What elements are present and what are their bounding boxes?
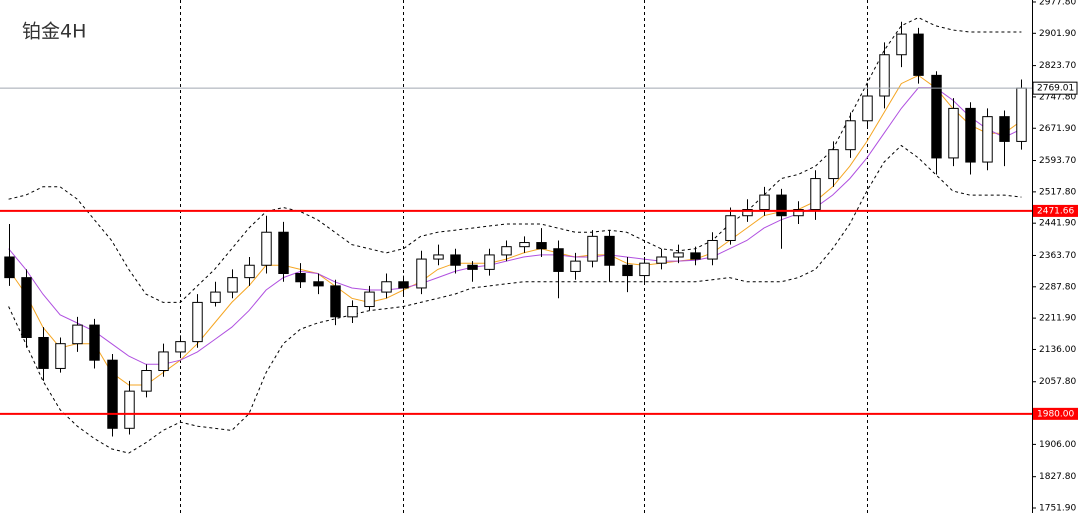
candle-body [776, 194, 787, 217]
candle-body [124, 390, 135, 429]
level-label-box [1033, 204, 1078, 217]
candle-body [553, 248, 564, 272]
candle-body [690, 252, 701, 260]
candle-body [38, 336, 49, 369]
y-tick-label: 2517.80 [1039, 187, 1076, 197]
candle-body [931, 74, 942, 159]
y-tick-label: 2136.00 [1039, 345, 1076, 355]
y-tick-label: 2823.70 [1039, 61, 1076, 71]
candle-body [999, 116, 1010, 142]
candle-body [965, 107, 976, 163]
candle-body [587, 235, 598, 262]
candle-body [21, 277, 32, 338]
candle-body [158, 351, 169, 372]
candle-body [604, 235, 615, 266]
candle-body [896, 33, 907, 56]
candle-body [845, 120, 856, 151]
candle-body [175, 341, 186, 353]
candle-body [519, 242, 530, 248]
candle-body [862, 95, 873, 122]
candle-body [347, 306, 358, 318]
level-label-box [1033, 407, 1078, 420]
y-tick-label: 2211.90 [1039, 314, 1076, 324]
candle-body [330, 285, 341, 318]
candle-body [227, 277, 238, 293]
candle-body [192, 301, 203, 343]
candle-body [278, 231, 289, 275]
candle-body [433, 254, 444, 260]
y-tick-label: 2593.70 [1039, 156, 1076, 166]
y-tick-label: 2287.80 [1039, 282, 1076, 292]
bollinger-band [8, 144, 1022, 454]
y-tick-label: 2901.90 [1039, 29, 1076, 39]
candle-body [72, 324, 83, 345]
y-tick-label: 2977.80 [1039, 0, 1076, 7]
current-price-label: 2769.01 [1037, 84, 1074, 94]
y-tick-label: 1751.90 [1039, 504, 1076, 513]
y-tick-label: 1827.80 [1039, 472, 1076, 482]
candle-body [364, 291, 375, 308]
candle-body [55, 343, 66, 369]
candle-body [141, 370, 152, 392]
bollinger-band [8, 17, 1022, 303]
candle-body [501, 246, 512, 256]
candle-body [725, 215, 736, 241]
candle-body [622, 264, 633, 277]
candle-body [261, 231, 272, 266]
candle-body [948, 107, 959, 159]
candle-body [210, 291, 221, 303]
candle-body [484, 254, 495, 270]
moving-average [8, 74, 1022, 386]
level-label: 2471.66 [1037, 206, 1074, 216]
candle-body [570, 260, 581, 272]
candle-body [707, 239, 718, 260]
candle-body [1016, 87, 1027, 142]
candle-body [913, 33, 924, 76]
candle-body [793, 209, 804, 217]
chart-title: 铂金4H [22, 21, 86, 43]
candle-body [759, 194, 770, 211]
y-tick-label: 2441.90 [1039, 219, 1076, 229]
candle-body [295, 273, 306, 283]
current-price-box [1032, 81, 1078, 95]
candle-body [450, 254, 461, 266]
candle-body [381, 281, 392, 293]
y-tick-label: 2747.80 [1039, 92, 1076, 102]
candle-body [107, 359, 118, 429]
candle-body [536, 242, 547, 250]
candle-body [810, 178, 821, 211]
candle-body [244, 264, 255, 279]
y-tick-label: 2363.70 [1039, 251, 1076, 261]
candle-body [313, 281, 324, 287]
candle-body [828, 149, 839, 180]
y-tick-label: 2057.80 [1039, 377, 1076, 387]
y-tick-label: 1906.00 [1039, 440, 1076, 450]
level-label: 1980.00 [1037, 409, 1074, 419]
y-tick-label: 2671.90 [1039, 124, 1076, 134]
candle-body [89, 324, 100, 361]
candle-body [416, 258, 427, 289]
candle-body [639, 262, 650, 277]
candle-body [879, 54, 890, 97]
candle-body [673, 252, 684, 258]
candle-body [467, 264, 478, 270]
candle-body [656, 256, 667, 264]
candle-body [4, 256, 15, 279]
candle-body [398, 281, 409, 289]
candle-body [742, 209, 753, 217]
moving-average [8, 87, 1022, 365]
candle-body [982, 116, 993, 163]
